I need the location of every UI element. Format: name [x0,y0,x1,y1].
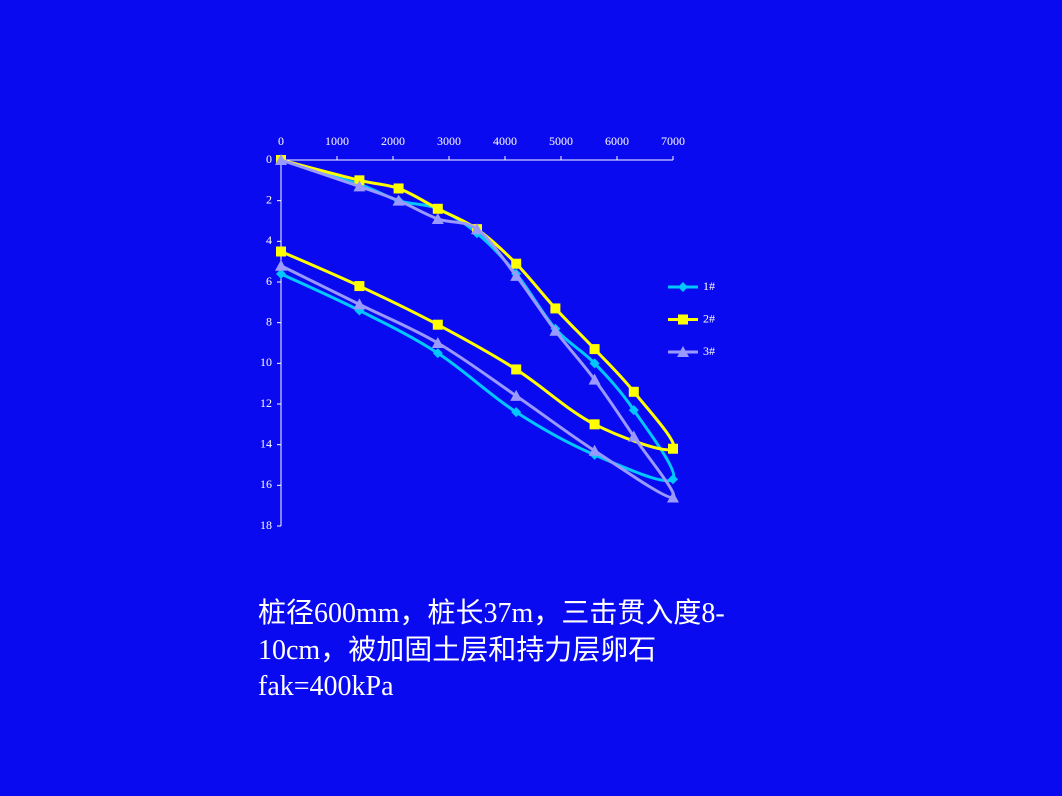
x-tick-label: 6000 [605,134,629,148]
marker [589,419,600,430]
marker [392,194,405,206]
series-line [280,158,676,500]
y-tick-label: 6 [266,274,272,288]
marker [627,430,640,442]
y-tick-label: 18 [260,518,272,532]
marker [431,337,444,348]
y-tick-label: 10 [260,355,272,369]
marker [511,258,522,269]
x-tick-label: 1000 [325,134,349,148]
marker [432,319,443,330]
marker [668,443,678,454]
series-line [280,158,676,483]
marker [353,180,366,192]
caption-line: fak=400kPa [258,671,394,702]
legend-marker [678,282,688,292]
marker [511,364,522,375]
y-tick-label: 14 [260,436,272,450]
marker [510,389,523,401]
x-tick-label: 5000 [549,134,573,148]
marker [668,474,678,485]
legend-label: 2# [703,311,715,325]
marker [431,212,444,224]
legend-label: 1# [703,279,715,293]
marker [588,373,601,385]
marker [432,203,443,214]
y-tick-label: 4 [266,233,272,247]
legend-marker [677,346,689,357]
marker [510,269,523,281]
marker [275,259,287,271]
y-tick-label: 2 [266,192,272,206]
caption-line: 桩径600mm，桩长37m，三击贯入度8- [258,597,725,629]
caption-line: 10cm，被加固土层和持力层卵石 [258,634,656,666]
marker [549,324,562,336]
marker [354,281,365,292]
marker [471,223,483,235]
marker [550,303,561,314]
y-tick-label: 12 [260,396,272,410]
marker [628,405,639,416]
x-tick-label: 0 [278,134,284,148]
marker [667,491,679,503]
marker [589,358,600,369]
marker [275,154,287,165]
x-tick-label: 2000 [381,134,405,148]
y-tick-label: 0 [266,152,272,166]
marker [628,386,639,397]
marker [588,444,601,456]
marker [354,175,365,186]
y-tick-label: 8 [266,314,272,328]
legend-marker [678,314,688,325]
marker [353,298,366,310]
legend-label: 3# [703,344,715,358]
y-tick-label: 16 [260,477,272,491]
marker [393,183,404,194]
marker [432,348,443,359]
x-tick-label: 7000 [661,134,685,148]
marker [589,344,600,355]
marker [276,268,286,279]
x-tick-label: 3000 [437,134,461,148]
x-tick-label: 4000 [493,134,517,148]
marker [276,246,286,257]
marker [511,407,522,418]
